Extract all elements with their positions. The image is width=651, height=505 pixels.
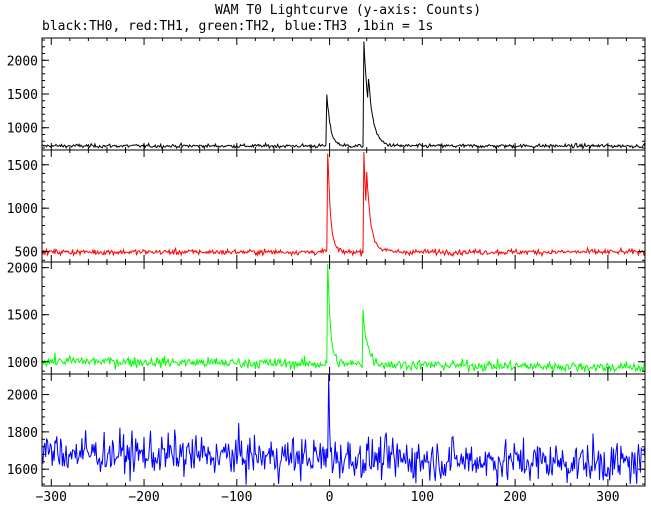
panel-th1: 500 1000 1500 bbox=[7, 149, 646, 263]
panel-th3: 1600 1800 2000 bbox=[7, 373, 646, 487]
panel-frame bbox=[41, 261, 646, 375]
x-tick-label: 200 bbox=[503, 490, 526, 505]
y-tick-label: 1600 bbox=[7, 463, 38, 478]
panel-th2: 1000 1500 2000 bbox=[7, 261, 646, 375]
y-tick-label: 2000 bbox=[7, 389, 38, 404]
x-tick-label: 0 bbox=[326, 490, 334, 505]
y-tick-label: 1800 bbox=[7, 426, 38, 441]
y-tick-label: 1000 bbox=[7, 122, 38, 137]
series-th1 bbox=[42, 151, 645, 258]
x-tick-label: 300 bbox=[596, 490, 619, 505]
x-tick-label: −300 bbox=[36, 490, 67, 505]
y-tick-label: 1000 bbox=[7, 202, 38, 217]
y-tick-label: 1500 bbox=[7, 309, 38, 324]
y-tick-label: 2000 bbox=[7, 54, 38, 69]
panel-frame bbox=[41, 373, 646, 487]
x-tick-label: 100 bbox=[411, 490, 434, 505]
y-tick-label: 1500 bbox=[7, 159, 38, 174]
panels-group: 1000150020005001000150010001500200016001… bbox=[7, 37, 646, 487]
x-tick-label: −100 bbox=[221, 490, 252, 505]
panel-th0: 1000 1500 2000 bbox=[7, 37, 646, 151]
chart-subtitle: black:TH0, red:TH1, green:TH2, blue:TH3 … bbox=[42, 19, 433, 34]
y-tick-label: 1000 bbox=[7, 356, 38, 371]
series-th2 bbox=[42, 263, 645, 374]
y-tick-label: 1500 bbox=[7, 88, 38, 103]
x-axis: −300 −200 −100 0 100 200 300 bbox=[36, 490, 620, 505]
x-tick-label: −200 bbox=[128, 490, 159, 505]
y-tick-label: 2000 bbox=[7, 262, 38, 277]
y-tick-label: 500 bbox=[15, 246, 38, 261]
series-th3 bbox=[42, 374, 645, 486]
panel-frame bbox=[41, 149, 646, 263]
chart-title: WAM T0 Lightcurve (y-axis: Counts) bbox=[215, 3, 481, 18]
series-th0 bbox=[42, 41, 645, 150]
panel-frame bbox=[41, 37, 646, 151]
